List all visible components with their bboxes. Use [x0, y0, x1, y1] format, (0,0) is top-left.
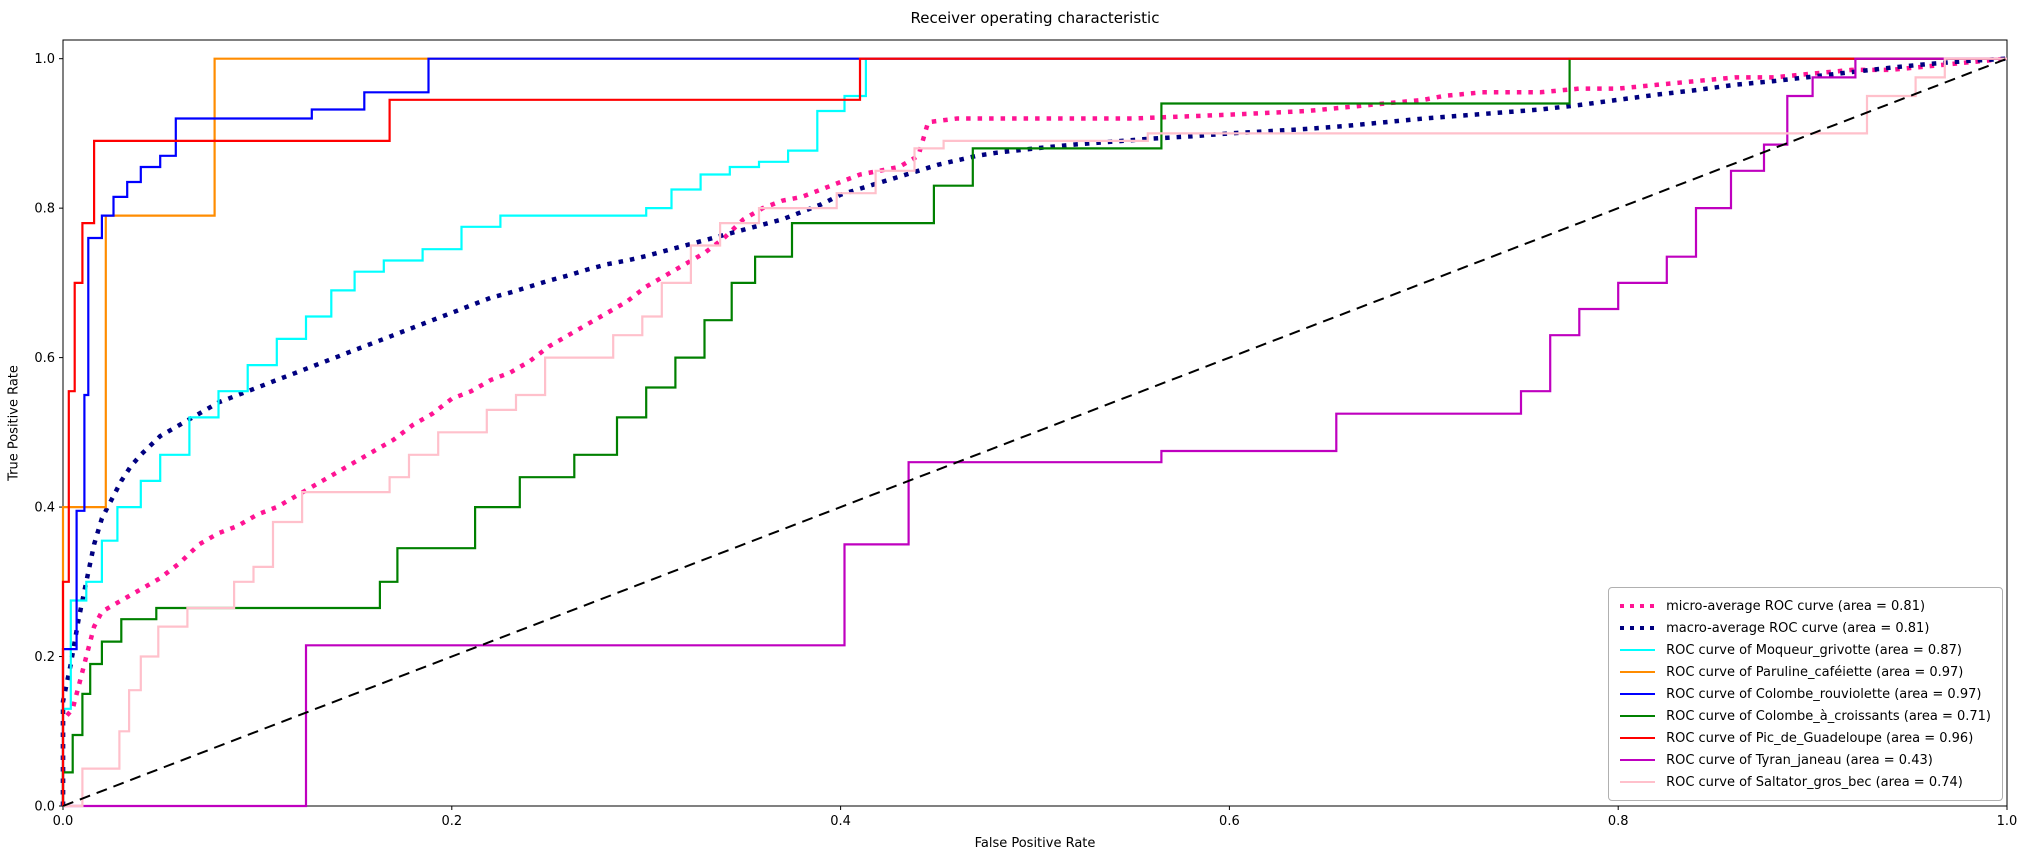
y-tick-label: 0.0 — [34, 800, 55, 815]
legend-entry: micro-average ROC curve (area = 0.81) — [1620, 595, 1991, 617]
legend-entry: ROC curve of Tyran_janeau (area = 0.43) — [1620, 749, 1991, 771]
legend-line-sample — [1620, 759, 1656, 761]
legend-entry: ROC curve of Paruline_caféiette (area = … — [1620, 661, 1991, 683]
legend-entry: macro-average ROC curve (area = 0.81) — [1620, 617, 1991, 639]
roc-curve-Tyran_janeau — [63, 57, 2007, 808]
legend-entry: ROC curve of Colombe_rouviolette (area =… — [1620, 683, 1991, 705]
legend-label: ROC curve of Tyran_janeau (area = 0.43) — [1666, 752, 1933, 768]
legend-line-sample — [1620, 626, 1656, 630]
legend-label: ROC curve of Colombe_à_croissants (area … — [1666, 708, 1991, 724]
x-tick-label: 0.4 — [830, 814, 851, 829]
legend-entry: ROC curve of Saltator_gros_bec (area = 0… — [1620, 771, 1991, 793]
roc-curve-Saltator_gros_bec — [63, 57, 2007, 808]
legend-label: ROC curve of Saltator_gros_bec (area = 0… — [1666, 774, 1963, 790]
legend-label: ROC curve of Paruline_caféiette (area = … — [1666, 664, 1964, 680]
roc-curve-micro-average — [60, 56, 2008, 806]
legend-label: micro-average ROC curve (area = 0.81) — [1666, 598, 1926, 614]
legend: micro-average ROC curve (area = 0.81) mac… — [1608, 587, 2003, 801]
legend-label: ROC curve of Moqueur_grivotte (area = 0.… — [1666, 642, 1962, 658]
legend-entry: ROC curve of Pic_de_Guadeloupe (area = 0… — [1620, 727, 1991, 749]
legend-line-sample — [1620, 781, 1656, 783]
axes-frame — [62, 39, 2008, 807]
legend-line-sample — [1620, 715, 1656, 717]
chart-title: Receiver operating characteristic — [910, 9, 1160, 27]
legend-label: ROC curve of Colombe_rouviolette (area =… — [1666, 686, 1982, 702]
y-tick-label: 0.2 — [34, 650, 55, 665]
roc-curve-macro-average — [60, 56, 2008, 806]
legend-line-sample — [1620, 737, 1656, 739]
roc-curve-Colombe_à_croissants — [61, 57, 2007, 806]
roc-curve-Pic_de_Guadeloupe — [61, 57, 2007, 806]
y-tick-label: 0.8 — [34, 202, 55, 217]
x-tick-label: 1.0 — [1997, 814, 2018, 829]
y-tick-label: 0.4 — [34, 501, 55, 516]
x-tick-label: 0.6 — [1219, 814, 1240, 829]
roc-curve-Colombe_rouviolette — [61, 57, 2007, 806]
legend-line-sample — [1620, 604, 1656, 608]
roc-curve-Moqueur_grivotte — [61, 57, 2007, 806]
x-tick-label: 0.0 — [53, 814, 74, 829]
legend-line-sample — [1620, 671, 1656, 673]
legend-line-sample — [1620, 693, 1656, 695]
legend-entry: ROC curve of Moqueur_grivotte (area = 0.… — [1620, 639, 1991, 661]
x-tick-label: 0.8 — [1608, 814, 1629, 829]
legend-line-sample — [1620, 649, 1656, 651]
y-tick-label: 0.6 — [34, 351, 55, 366]
x-axis-label: False Positive Rate — [974, 836, 1096, 851]
y-tick-label: 1.0 — [34, 52, 55, 67]
legend-label: macro-average ROC curve (area = 0.81) — [1666, 620, 1930, 636]
x-tick-label: 0.2 — [441, 814, 462, 829]
legend-entry: ROC curve of Colombe_à_croissants (area … — [1620, 705, 1991, 727]
chance-diagonal-line — [62, 57, 2008, 807]
legend-label: ROC curve of Pic_de_Guadeloupe (area = 0… — [1666, 730, 1974, 746]
